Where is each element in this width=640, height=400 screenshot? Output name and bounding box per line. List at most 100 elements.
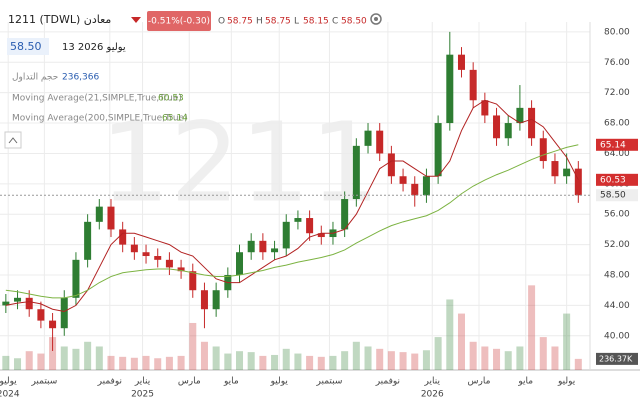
candle-body: [446, 54, 454, 124]
candle-body: [154, 256, 162, 260]
volume-bar: [72, 348, 80, 370]
candle-body: [411, 183, 419, 196]
x-tick-label: سبتمبر: [316, 377, 343, 387]
candle-body: [37, 309, 45, 321]
ohlc-value: 58.15: [303, 17, 329, 27]
volume-bar: [539, 337, 547, 370]
candle-body: [60, 297, 68, 329]
volume-bar: [119, 356, 127, 370]
candle-body: [236, 252, 244, 276]
ohlc-key: H: [256, 17, 263, 27]
ohlc-value: 58.50: [341, 17, 367, 27]
candle-body: [399, 176, 407, 184]
candle-body: [469, 69, 477, 101]
y-tick-label: 76.00: [604, 58, 630, 68]
candle-body: [493, 115, 501, 139]
volume-bar: [165, 356, 173, 370]
volume-bar: [212, 346, 220, 370]
volume-bar: [329, 355, 337, 370]
candle-body: [422, 176, 430, 196]
candle-body: [563, 168, 571, 177]
volume-bar: [2, 355, 10, 370]
candle-body: [95, 206, 103, 222]
volume-bar: [387, 351, 395, 370]
y-tick-label: 68.00: [604, 119, 630, 129]
y-tick-label: 40.00: [604, 331, 630, 341]
volume-bar: [306, 355, 314, 370]
x-tick-label: سبتمبر: [30, 377, 57, 387]
volume-bar: [411, 353, 419, 370]
volume-bar: [504, 351, 512, 370]
candle-body: [200, 290, 208, 310]
candle-body: [352, 145, 360, 200]
candle-body: [49, 320, 57, 329]
volume-bar: [341, 351, 349, 370]
x-tick-label: مايو: [223, 377, 239, 387]
ma-legend-value: 60.53: [158, 94, 184, 104]
x-tick-label: مارس: [468, 377, 491, 387]
volume-bar: [224, 353, 232, 370]
down-arrow: [131, 17, 141, 23]
candle-body: [247, 240, 255, 253]
candle-body: [457, 54, 465, 70]
candle-body: [306, 218, 314, 234]
volume-bar: [177, 355, 185, 370]
candle-body: [271, 248, 279, 253]
price-box: [7, 38, 49, 55]
x-tick-label: يناير: [134, 377, 151, 387]
candle-body: [317, 233, 325, 238]
volume-bar: [481, 346, 489, 370]
volume-bar: [434, 337, 442, 370]
candle-body: [189, 271, 197, 291]
candle-body: [107, 206, 115, 230]
candle-body: [481, 100, 489, 116]
last-price-tag-bg: [596, 189, 638, 202]
ohlc-key: L: [294, 17, 299, 27]
volume-bar: [247, 352, 255, 370]
x-tick-label: نوفمبر: [375, 377, 400, 387]
ohlc-value: 58.75: [265, 17, 291, 27]
volume-bar: [399, 352, 407, 370]
candle-body: [516, 107, 524, 124]
ma-legend: Moving Average(21,SIMPLE,True,True): [12, 94, 182, 104]
x-tick-label: يوليو: [0, 377, 17, 387]
candle-body: [434, 123, 442, 177]
volume-bar: [37, 353, 45, 370]
candle-body: [528, 107, 536, 139]
x-tick-label: نوفمبر: [97, 377, 122, 387]
y-tick-label: 56.00: [604, 210, 630, 220]
volume-bar: [493, 348, 501, 370]
x-tick-label: يوليو: [270, 377, 289, 387]
volume-bar: [528, 285, 536, 370]
candle-body: [84, 221, 92, 260]
candle-body: [294, 218, 302, 222]
settings-button[interactable]: [370, 13, 382, 25]
ma-price-tag-bg: [596, 173, 638, 186]
ma-price-tag: 60.53: [600, 175, 626, 185]
volume-bar: [130, 357, 138, 370]
candle-body: [119, 229, 127, 245]
candle-body: [341, 199, 349, 230]
volume-bar: [317, 356, 325, 370]
candle-body: [72, 259, 80, 298]
x-year-label: 2025: [131, 390, 154, 400]
y-tick-label: 72.00: [604, 88, 630, 98]
change: -0.51%(-0.30): [148, 17, 210, 27]
x-tick-label: مايو: [517, 377, 533, 387]
y-tick-label: 64.00: [604, 149, 630, 159]
candle-body: [282, 221, 290, 249]
candle-body: [504, 123, 512, 139]
last-price-tag: 58.50: [600, 191, 626, 201]
candle-body: [14, 297, 22, 302]
candle-body: [2, 301, 10, 306]
volume-bar: [14, 358, 22, 370]
volume-bar: [422, 350, 430, 370]
price: 58.50: [10, 40, 42, 53]
volume-bar: [469, 341, 477, 370]
candle-body: [259, 240, 267, 253]
collapse-button[interactable]: [4, 131, 22, 149]
x-tick-label: يناير: [424, 377, 441, 387]
symbol: 1211 (TDWL) معادن: [8, 13, 111, 26]
